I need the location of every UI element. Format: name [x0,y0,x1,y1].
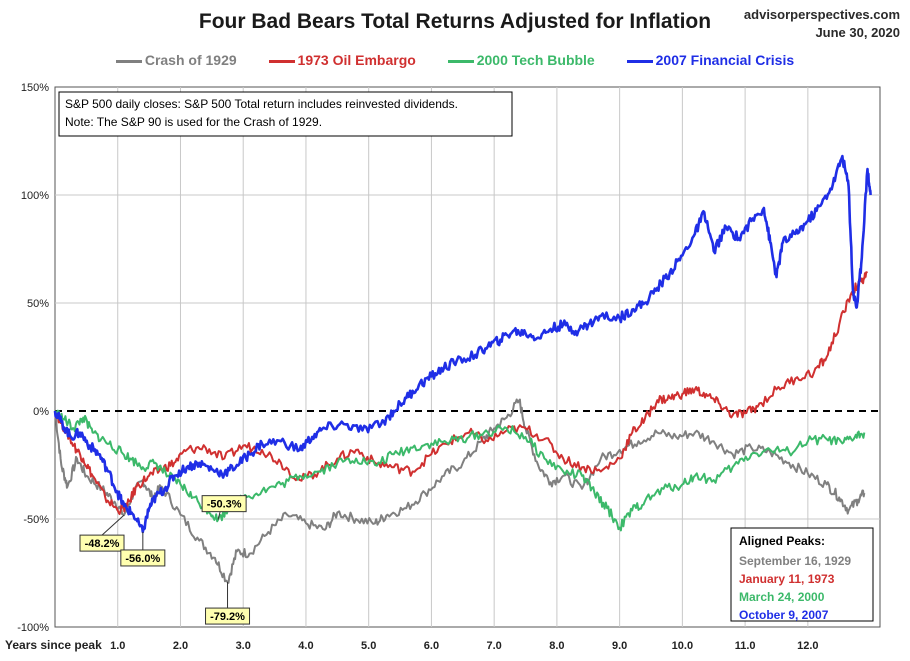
annotation-leader [101,514,125,536]
legend-item-crash-1929: Crash of 1929 [115,52,237,68]
x-tick-label: 2.0 [173,640,188,652]
y-tick-label: 150% [21,82,49,94]
legend: Crash of 1929 1973 Oil Embargo 2000 Tech… [0,52,910,68]
x-tick-label: 5.0 [361,640,376,652]
x-tick-label: 7.0 [487,640,502,652]
x-axis-label: Years since peak [5,638,102,652]
annotation-box [201,495,247,513]
legend-item-tech-bubble: 2000 Tech Bubble [447,52,595,68]
annotation-label: -79.2% [210,611,245,623]
x-tick-label: 9.0 [612,640,627,652]
note-box [58,91,513,137]
peaks-title: Aligned Peaks: [739,534,825,548]
peaks-box [730,527,874,622]
x-tick-label: 11.0 [735,640,756,652]
chart-title: Four Bad Bears Total Returns Adjusted fo… [198,10,712,33]
x-tick-label: 12.0 [797,640,818,652]
peak-date: September 16, 1929 [739,554,851,568]
y-tick-label: 100% [21,190,49,202]
y-tick-label: 50% [27,298,49,310]
y-tick-label: -50% [23,514,49,526]
note-line: S&P 500 daily closes: S&P 500 Total retu… [65,97,458,111]
x-tick-label: 3.0 [236,640,251,652]
legend-label-crash-1929: Crash of 1929 [144,52,237,68]
y-tick-label: -100% [17,622,49,634]
legend-swatch-crash-1929 [115,59,142,63]
x-tick-label: 1.0 [110,640,125,652]
legend-label-tech-bubble: 2000 Tech Bubble [476,52,595,68]
legend-swatch-tech-bubble [447,59,474,63]
legend-label-financial-crisis: 2007 Financial Crisis [655,52,795,68]
y-tick-label: 0% [33,406,49,418]
series-line-financial-crisis [53,154,872,534]
series-line-crash-1929 [54,398,866,584]
note-line: Note: The S&P 90 is used for the Crash o… [65,115,322,129]
source-date: June 30, 2020 [815,25,900,40]
legend-swatch-financial-crisis [626,59,653,63]
series-line-tech-bubble [54,409,866,532]
peak-date: October 9, 2007 [739,608,829,622]
x-tick-label: 10.0 [672,640,693,652]
x-tick-label: 8.0 [549,640,564,652]
annotation-box [120,549,166,567]
source-site: advisorperspectives.com [743,7,900,22]
source-block: advisorperspectives.com June 30, 2020 [744,6,900,42]
x-tick-label: 6.0 [424,640,439,652]
annotation-label: -50.3% [207,499,242,511]
annotation-box [79,534,125,552]
legend-label-oil-embargo: 1973 Oil Embargo [297,52,416,68]
legend-swatch-oil-embargo [268,59,295,63]
x-tick-label: 4.0 [298,640,313,652]
peak-date: January 11, 1973 [739,572,835,586]
legend-item-oil-embargo: 1973 Oil Embargo [268,52,416,68]
annotation-box [205,607,251,625]
annotation-label: -48.2% [85,538,120,550]
series-line-oil-embargo [54,271,869,516]
legend-item-financial-crisis: 2007 Financial Crisis [626,52,795,68]
peak-date: March 24, 2000 [739,590,825,604]
annotation-label: -56.0% [125,553,160,565]
